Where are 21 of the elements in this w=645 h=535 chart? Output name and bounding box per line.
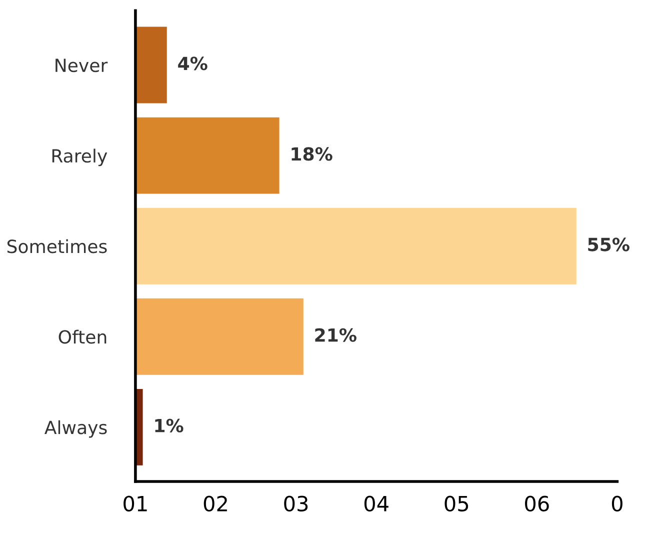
text: 06	[525, 496, 549, 512]
data-label: 1%	[155, 418, 184, 432]
text: 01	[124, 496, 147, 512]
text: 04	[364, 496, 388, 512]
text: 02	[204, 496, 227, 512]
data-label: 21%	[315, 328, 356, 342]
y-tick-label: Always	[44, 420, 107, 438]
text: 0	[612, 496, 622, 512]
y-tick-label: Sometimes	[7, 239, 107, 254]
text: 05	[444, 496, 468, 512]
bar	[135, 206, 578, 286]
bar	[135, 297, 305, 376]
y-tick-label: Never	[56, 58, 108, 72]
bar	[135, 25, 168, 105]
y-tick-label: Rarely	[52, 148, 108, 166]
data-label: 55%	[588, 238, 630, 252]
bar	[135, 116, 281, 196]
data-label: 18%	[292, 147, 332, 161]
y-tick-label: Often	[58, 330, 106, 344]
data-label: 4%	[178, 56, 208, 70]
text: 03	[284, 496, 308, 512]
